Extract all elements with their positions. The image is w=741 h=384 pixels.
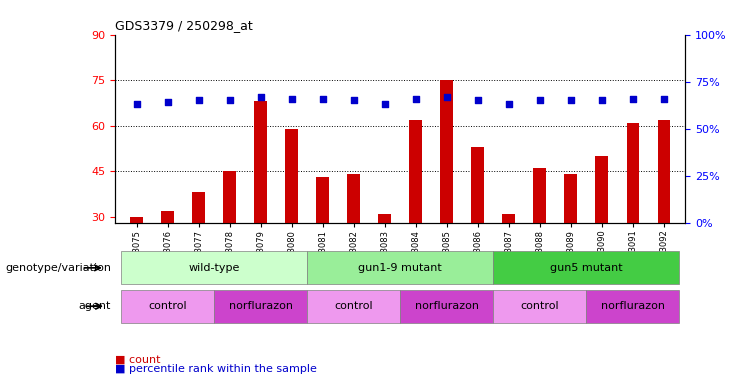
Text: wild-type: wild-type bbox=[188, 263, 240, 273]
Point bbox=[316, 96, 328, 102]
Point bbox=[193, 98, 205, 104]
Text: norflurazon: norflurazon bbox=[415, 301, 479, 311]
Text: agent: agent bbox=[79, 301, 111, 311]
Bar bbox=[502, 214, 515, 308]
Text: control: control bbox=[334, 301, 373, 311]
Text: gun1-9 mutant: gun1-9 mutant bbox=[358, 263, 442, 273]
Point bbox=[658, 96, 670, 102]
Text: norflurazon: norflurazon bbox=[228, 301, 293, 311]
Bar bbox=[565, 174, 577, 308]
Point bbox=[379, 101, 391, 107]
Text: gun5 mutant: gun5 mutant bbox=[550, 263, 622, 273]
Bar bbox=[121, 290, 214, 323]
Text: control: control bbox=[520, 301, 559, 311]
Bar bbox=[494, 290, 586, 323]
Bar bbox=[626, 122, 639, 308]
Point bbox=[596, 98, 608, 104]
Bar bbox=[534, 168, 546, 308]
Bar bbox=[285, 129, 298, 308]
Point bbox=[130, 101, 142, 107]
Bar bbox=[471, 147, 484, 308]
Bar bbox=[410, 119, 422, 308]
Bar bbox=[494, 252, 679, 284]
Bar bbox=[193, 192, 205, 308]
Point bbox=[502, 101, 514, 107]
Bar bbox=[348, 174, 360, 308]
Point bbox=[441, 94, 453, 100]
Point bbox=[410, 96, 422, 102]
Text: control: control bbox=[148, 301, 187, 311]
Bar bbox=[214, 290, 307, 323]
Bar bbox=[316, 177, 329, 308]
Point bbox=[286, 96, 298, 102]
Text: ■ count: ■ count bbox=[115, 355, 160, 365]
Bar bbox=[254, 101, 267, 308]
Bar bbox=[657, 119, 670, 308]
Bar bbox=[223, 171, 236, 308]
Bar bbox=[121, 252, 307, 284]
Point bbox=[255, 94, 267, 100]
Text: ■ percentile rank within the sample: ■ percentile rank within the sample bbox=[115, 364, 316, 374]
Point bbox=[162, 99, 173, 105]
Bar bbox=[400, 290, 494, 323]
Point bbox=[348, 98, 359, 104]
Text: GDS3379 / 250298_at: GDS3379 / 250298_at bbox=[115, 19, 253, 32]
Bar bbox=[307, 252, 494, 284]
Bar bbox=[379, 214, 391, 308]
Point bbox=[565, 98, 576, 104]
Bar bbox=[440, 80, 453, 308]
Bar bbox=[130, 217, 143, 308]
Point bbox=[627, 96, 639, 102]
Bar bbox=[307, 290, 400, 323]
Bar bbox=[162, 210, 174, 308]
Text: genotype/variation: genotype/variation bbox=[5, 263, 111, 273]
Text: norflurazon: norflurazon bbox=[601, 301, 665, 311]
Point bbox=[224, 98, 236, 104]
Bar bbox=[596, 156, 608, 308]
Point bbox=[472, 98, 484, 104]
Point bbox=[534, 98, 545, 104]
Bar bbox=[586, 290, 679, 323]
